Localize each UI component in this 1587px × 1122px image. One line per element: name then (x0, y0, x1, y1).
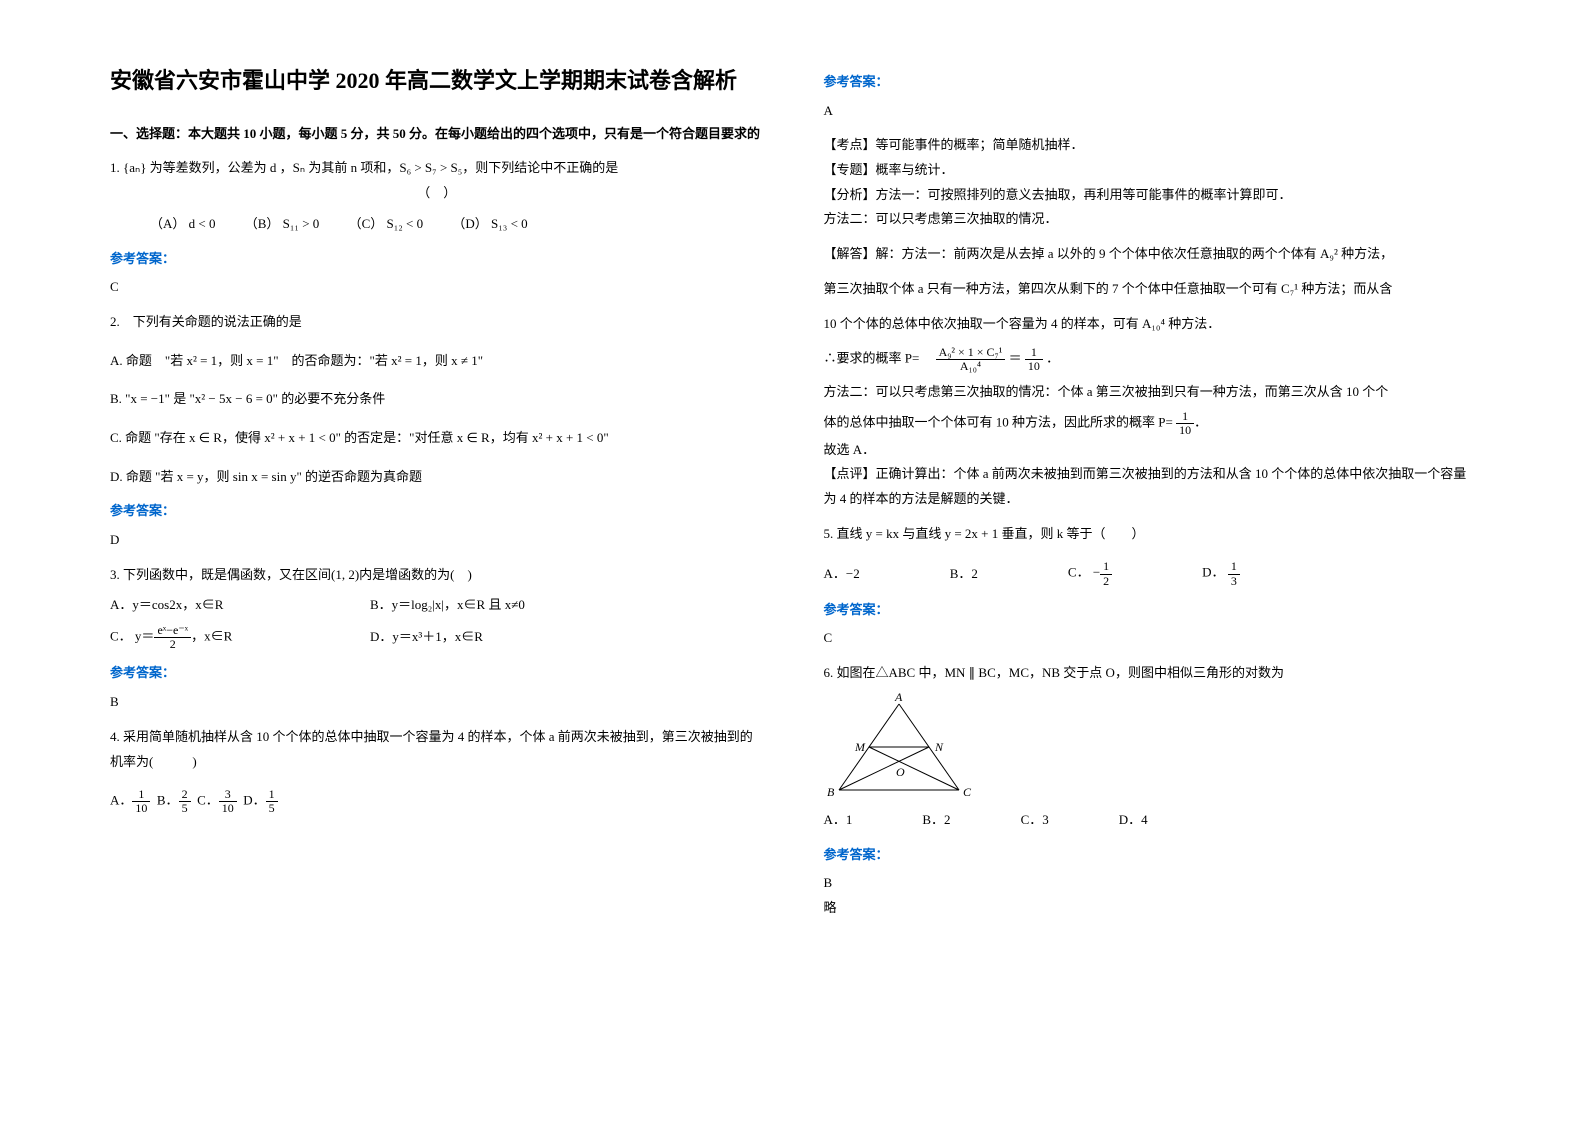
q2-B: B. "x = −1" 是 "x² − 5x − 6 = 0" 的必要不充分条件 (110, 387, 764, 412)
q5-answer: C (824, 626, 1478, 651)
q3-C-frac: eˣ−e⁻ˣ2 (154, 624, 191, 651)
prob-frac: A₉² × 1 × C₇¹A₁₀⁴ (936, 346, 1006, 373)
q6-diagram: A B C M N O (824, 692, 974, 802)
q5-B: B．2 (950, 562, 978, 587)
prob-eq: ∴要求的概率 P= A₉² × 1 × C₇¹A₁₀⁴ ＝ 110 ． (824, 346, 1478, 373)
q3-row1: A．y＝cos2x，x∈R B．y＝log₂|x|，x∈R 且 x≠0 (110, 593, 764, 618)
q3-C-lhs: y＝ (135, 629, 155, 644)
svg-text:O: O (896, 765, 905, 779)
q3-answer: B (110, 690, 764, 715)
q6-answer: B (824, 871, 1478, 896)
q5-options: A．−2 B．2 C． −12 D． 13 (824, 560, 1478, 587)
q6-D: D．4 (1119, 808, 1148, 833)
q1-options: （A） d < 0 （B） S₁₁ > 0 （C） S₁₂ < 0 （D） S₁… (150, 212, 764, 237)
sol2: 第三次抽取个体 a 只有一种方法，第四次从剩下的 7 个个体中任意抽取一个可有 … (824, 277, 1478, 302)
left-column: 安徽省六安市霍山中学 2020 年高二数学文上学期期末试卷含解析 一、选择题：本… (80, 60, 794, 1062)
q6: 6. 如图在△ABC 中，MN ∥ BC，MC，NB 交于点 O，则图中相似三角… (824, 661, 1478, 832)
q4-A-frac: 110 (132, 788, 150, 815)
q5-answer-label: 参考答案： (824, 598, 1478, 623)
kp: 等可能事件的概率；简单随机抽样． (876, 137, 1084, 152)
q4-explain: 【考点】等可能事件的概率；简单随机抽样． 【专题】概率与统计． 【分析】方法一：… (824, 133, 1478, 511)
q6-answer-label: 参考答案： (824, 843, 1478, 868)
q6-B: B．2 (922, 808, 950, 833)
an-label: 【分析】 (824, 187, 876, 202)
A104: A₁₀⁴ (1142, 316, 1165, 331)
topic-label: 【专题】 (824, 162, 876, 177)
q4-C-label: C． (197, 793, 219, 808)
an2: 方法二：可以只考虑第三次抽取的情况． (824, 207, 1478, 232)
q4-D-frac: 15 (266, 788, 278, 815)
kp-label: 【考点】 (824, 137, 876, 152)
q3-C-suffix: ，x∈R (191, 629, 232, 644)
q3-C: C． y＝eˣ−e⁻ˣ2，x∈R (110, 624, 370, 651)
svg-text:N: N (934, 740, 944, 754)
q2-D: D. 命题 "若 x = y，则 sin x = sin y" 的逆否命题为真命… (110, 465, 764, 490)
q3-B: B．y＝log₂|x|，x∈R 且 x≠0 (370, 593, 525, 618)
A92: A₉² (1320, 246, 1338, 261)
q3-stem: 3. 下列函数中，既是偶函数，又在区间(1, 2)内是增函数的为( ) (110, 563, 764, 588)
choose: 故选 A． (824, 438, 1478, 463)
q4-D-label: D． (243, 793, 265, 808)
q5-C: C． −12 (1068, 560, 1112, 587)
q3-row2: C． y＝eˣ−e⁻ˣ2，x∈R D．y＝x³＋1，x∈R (110, 624, 764, 651)
q5-stem: 5. 直线 y = kx 与直线 y = 2x + 1 垂直，则 k 等于（ ） (824, 522, 1478, 547)
q5-D: D． 13 (1202, 560, 1240, 587)
q2-answer-label: 参考答案： (110, 499, 764, 524)
q4-stem: 4. 采用简单随机抽样从含 10 个个体的总体中抽取一个容量为 4 的样本，个体… (110, 725, 764, 774)
q1-answer-label: 参考答案： (110, 247, 764, 272)
res-frac: 110 (1025, 346, 1043, 373)
q3: 3. 下列函数中，既是偶函数，又在区间(1, 2)内是增函数的为( ) A．y＝… (110, 563, 764, 652)
q6-A: A．1 (824, 808, 853, 833)
q1-paren: （ ） (110, 181, 764, 206)
q3-D: D．y＝x³＋1，x∈R (370, 625, 483, 650)
q6-omit: 略 (824, 896, 1478, 921)
q5: 5. 直线 y = kx 与直线 y = 2x + 1 垂直，则 k 等于（ ）… (824, 522, 1478, 588)
q4-answer-label: 参考答案： (824, 70, 1478, 95)
q4-options: A．110 B．25 C．310 D．15 (110, 788, 764, 815)
q1-D: （D） S₁₃ < 0 (452, 216, 527, 231)
topic: 概率与统计． (876, 162, 954, 177)
svg-text:M: M (854, 740, 866, 754)
q3-answer-label: 参考答案： (110, 661, 764, 686)
q2: 2. 下列有关命题的说法正确的是 A. 命题 "若 x² = 1，则 x = 1… (110, 310, 764, 489)
sol-label: 【解答】 (824, 246, 876, 261)
q3-A: A．y＝cos2x，x∈R (110, 593, 370, 618)
q4: 4. 采用简单随机抽样从含 10 个个体的总体中抽取一个容量为 4 的样本，个体… (110, 725, 764, 816)
q1-stem: 1. {aₙ} 为等差数列，公差为 d ，Sₙ 为其前 n 项和，S₆ > S₇… (110, 156, 764, 181)
q4-B-frac: 25 (179, 788, 191, 815)
q4-C-frac: 310 (219, 788, 237, 815)
svg-text:B: B (827, 785, 835, 799)
m2b: 体的总体中抽取一个个体可有 10 种方法，因此所求的概率 P= 110． (824, 410, 1478, 437)
q1-answer: C (110, 275, 764, 300)
q6-C: C．3 (1021, 808, 1049, 833)
q1-C: （C） S₁₂ < 0 (349, 216, 424, 231)
q3-C-prefix: C． (110, 629, 132, 644)
right-column: 参考答案： A 【考点】等可能事件的概率；简单随机抽样． 【专题】概率与统计． … (794, 60, 1508, 1062)
q6-options: A．1 B．2 C．3 D．4 (824, 808, 1478, 833)
q1-B: （B） S₁₁ > 0 (245, 216, 320, 231)
q6-stem: 6. 如图在△ABC 中，MN ∥ BC，MC，NB 交于点 O，则图中相似三角… (824, 661, 1478, 686)
sol3: 10 个个体的总体中依次抽取一个容量为 4 的样本，可有 A₁₀⁴ 种方法． (824, 312, 1478, 337)
C71: C₇¹ (1281, 281, 1298, 296)
q4-A-label: A． (110, 793, 132, 808)
svg-text:C: C (963, 785, 972, 799)
an1: 方法一：可按照排列的意义去抽取，再利用等可能事件的概率计算即可． (876, 187, 1292, 202)
q4-B-label: B． (157, 793, 179, 808)
sol1: 【解答】解：方法一：前两次是从去掉 a 以外的 9 个个体中依次任意抽取的两个个… (824, 242, 1478, 267)
q1: 1. {aₙ} 为等差数列，公差为 d ，Sₙ 为其前 n 项和，S₆ > S₇… (110, 156, 764, 236)
page-title: 安徽省六安市霍山中学 2020 年高二数学文上学期期末试卷含解析 (110, 60, 764, 102)
q2-stem: 2. 下列有关命题的说法正确的是 (110, 310, 764, 335)
q5-A: A．−2 (824, 562, 860, 587)
q2-A: A. 命题 "若 x² = 1，则 x = 1" 的否命题为："若 x² = 1… (110, 349, 764, 374)
q1-A: （A） d < 0 (150, 216, 215, 231)
q4-answer: A (824, 99, 1478, 124)
svg-text:A: A (894, 692, 903, 704)
rev: 正确计算出：个体 a 前两次未被抽到而第三次被抽到的方法和从含 10 个个体的总… (824, 466, 1467, 506)
rev-label: 【点评】 (824, 466, 876, 481)
section1-head: 一、选择题：本大题共 10 小题，每小题 5 分，共 50 分。在每小题给出的四… (110, 122, 764, 147)
m2a: 方法二：可以只考虑第三次抽取的情况：个体 a 第三次被抽到只有一种方法，而第三次… (824, 380, 1478, 405)
q2-answer: D (110, 528, 764, 553)
q2-C: C. 命题 "存在 x ∈ R，使得 x² + x + 1 < 0" 的否定是：… (110, 426, 764, 451)
